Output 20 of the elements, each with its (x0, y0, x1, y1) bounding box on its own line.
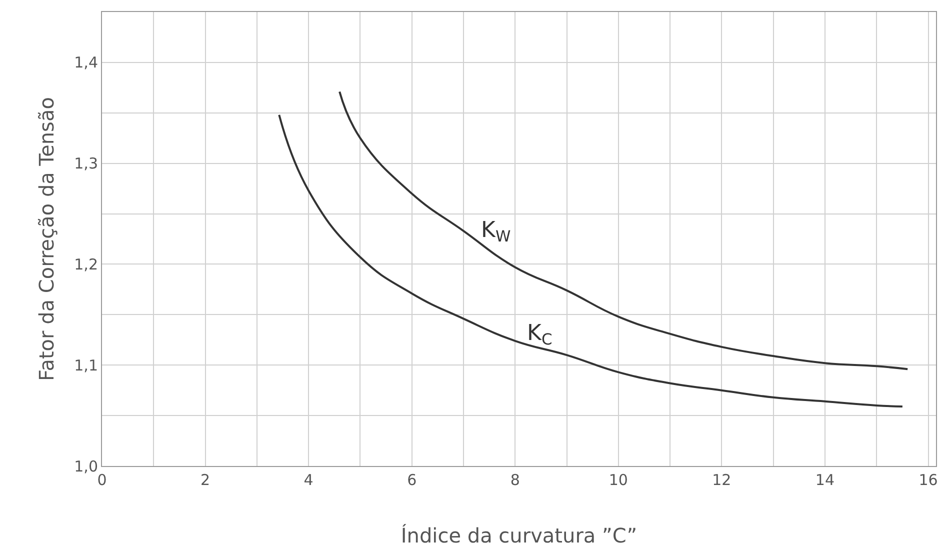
annotation: K$_{W}$ (481, 218, 511, 246)
x-tick-label: 2 (200, 471, 210, 489)
y-tick-label: 1,1 (74, 356, 98, 374)
x-tick-label: 16 (918, 471, 938, 489)
x-tick-label: 10 (608, 471, 628, 489)
y-tick-label: 1,4 (74, 54, 98, 72)
line-series (338, 90, 909, 370)
x-tick-label: 8 (510, 471, 520, 489)
line-series (278, 114, 904, 408)
x-axis-title: Índice da curvatura ”C” (400, 524, 638, 548)
x-tick-label: 14 (815, 471, 835, 489)
y-axis-title: Fator da Correção da Tensão (34, 97, 59, 381)
annotation: K$_{C}$ (527, 321, 552, 349)
x-tick-label: 4 (304, 471, 314, 489)
y-tick-label: 1,2 (74, 255, 98, 274)
x-tick-label: 6 (407, 471, 417, 489)
x-tick-label: 0 (97, 471, 107, 489)
y-tick-label: 1,3 (74, 154, 98, 173)
y-tick-label: 1,0 (74, 457, 98, 476)
x-tick-label: 12 (712, 471, 732, 489)
